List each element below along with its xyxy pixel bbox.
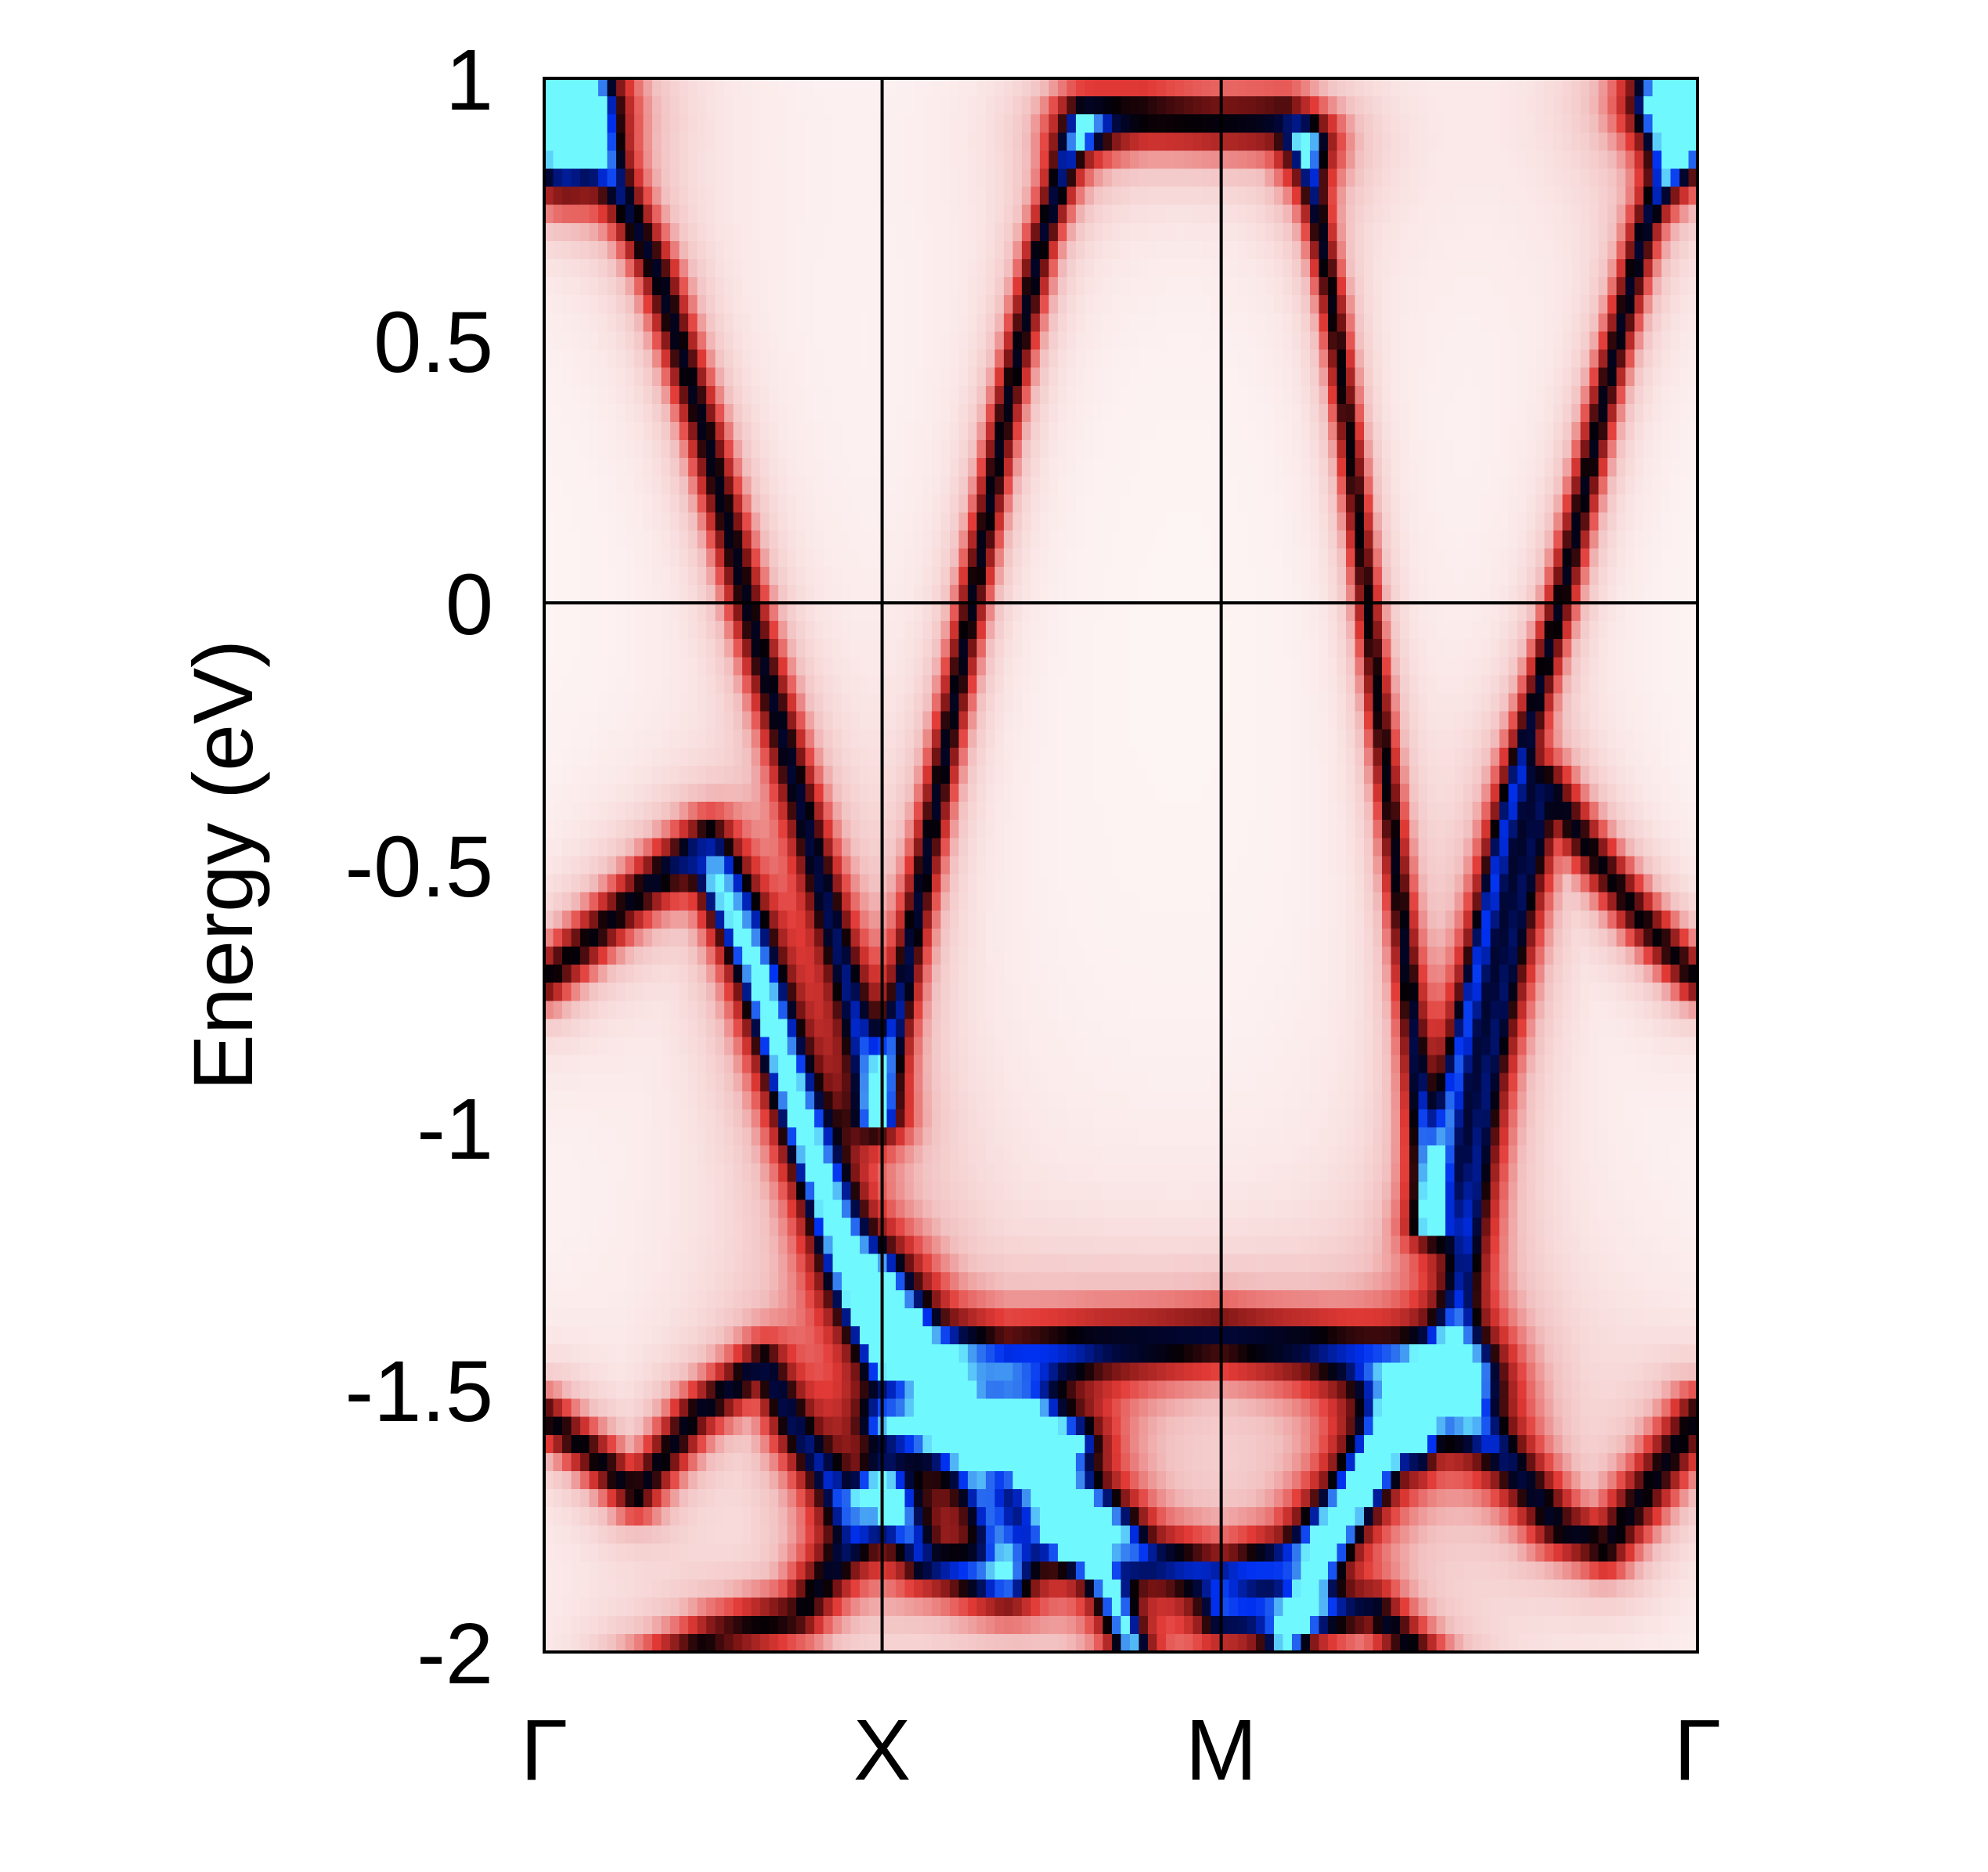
y-axis-ticks: 1 0.5 0 -0.5 -1 -1.5 -2 (345, 32, 493, 1702)
y-tick-label: -0.5 (345, 819, 493, 915)
spectral-function-heatmap (544, 78, 1698, 1652)
x-tick-label: X (853, 1702, 911, 1798)
plot-frame (543, 77, 1699, 1654)
y-tick-label: -2 (417, 1606, 493, 1702)
y-tick-label: -1 (417, 1081, 493, 1178)
x-tick-label: M (1185, 1702, 1257, 1798)
y-tick-label: 0 (446, 557, 493, 653)
reference-lines (544, 78, 1698, 1652)
y-tick-label: 0.5 (373, 294, 493, 391)
x-tick-label: Γ (1674, 1702, 1722, 1798)
y-axis-title: Energy (eV) (175, 640, 270, 1091)
y-tick-label: -1.5 (345, 1344, 493, 1440)
x-tick-label: Γ (521, 1702, 568, 1798)
y-tick-label: 1 (446, 32, 493, 128)
